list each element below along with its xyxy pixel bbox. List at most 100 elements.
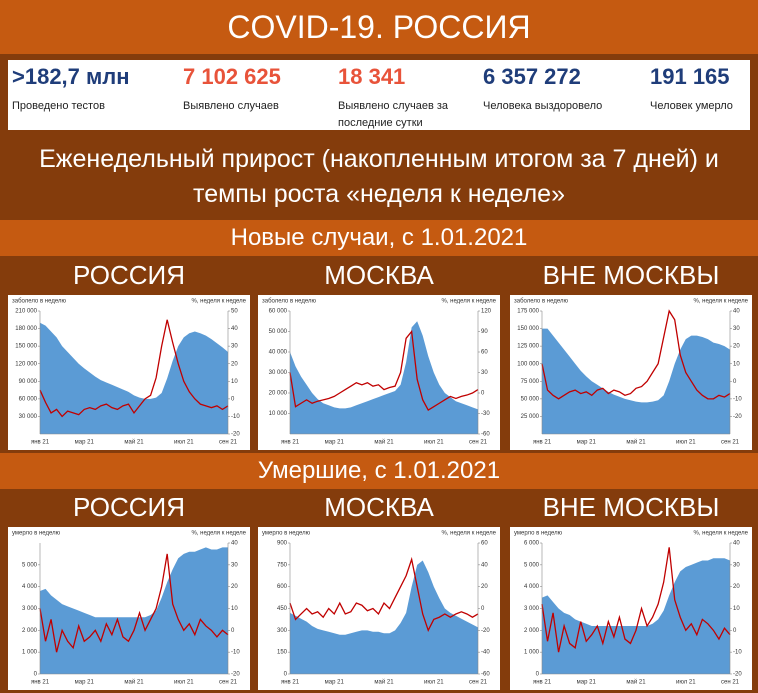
y2-tick-label: 10	[733, 361, 740, 367]
panel-title: ВНЕ МОСКВЫ	[543, 492, 720, 522]
y-tick-label: 4 000	[524, 584, 540, 590]
y2-tick-label: 40	[733, 541, 740, 547]
line	[39, 319, 229, 418]
x-tick-label: сен 21	[219, 440, 238, 446]
x-tick-label: мар 21	[75, 440, 95, 446]
x-tick-label: мар 21	[325, 680, 345, 686]
area	[290, 321, 478, 434]
y-tick-label: 100 000	[517, 361, 539, 367]
x-tick-label: янв 21	[31, 680, 50, 686]
y2-tick-label: 40	[733, 309, 740, 315]
y-tick-label: 125 000	[517, 344, 539, 350]
x-tick-label: май 21	[626, 439, 646, 446]
stat-label: Человека выздоровело	[483, 100, 603, 112]
panel-title: МОСКВА	[324, 492, 434, 522]
y2-tick-label: 90	[481, 329, 488, 335]
y2-tick-label: -20	[231, 672, 240, 678]
x-tick-label: май 21	[374, 679, 394, 686]
y-tick-label: 60 000	[19, 396, 38, 402]
y-tick-label: 0	[34, 672, 38, 678]
y-tick-label: 2 000	[22, 628, 38, 634]
y2-tick-label: 40	[481, 562, 488, 568]
y-tick-label: 5 000	[22, 562, 38, 568]
x-tick-label: мар 21	[75, 680, 95, 686]
y2-tick-label: -60	[481, 672, 490, 678]
y-tick-label: 1 000	[524, 650, 540, 656]
y-tick-label: 175 000	[517, 309, 539, 315]
x-tick-label: май 21	[124, 679, 144, 686]
stat: 7 102 625 Выявлено случаев	[183, 64, 303, 115]
y2-tick-label: 30	[733, 326, 740, 332]
y2-tick-label: 40	[231, 541, 238, 547]
y2-tick-label: 20	[231, 361, 238, 367]
y-tick-label: 4 000	[22, 584, 38, 590]
y2-tick-label: 20	[733, 344, 740, 350]
y2-tick-label: 50	[231, 309, 238, 315]
y2-axis-label: %, неделя к неделе	[191, 299, 246, 305]
y-tick-label: 210 000	[15, 309, 37, 315]
area	[290, 560, 478, 674]
stat-label: Человек умерло	[650, 100, 733, 112]
y-tick-label: 50 000	[269, 329, 288, 335]
x-tick-label: май 21	[626, 679, 646, 686]
y-tick-label: 120 000	[15, 361, 37, 367]
y-tick-label: 5 000	[524, 562, 540, 568]
y2-tick-label: 60	[481, 350, 488, 356]
y-tick-label: 30 000	[269, 370, 288, 376]
x-tick-label: июл 21	[424, 680, 444, 686]
y-tick-label: 60 000	[269, 309, 288, 315]
y2-tick-label: 40	[231, 326, 238, 332]
y-tick-label: 10 000	[269, 411, 288, 417]
y-tick-label: 3 000	[524, 606, 540, 612]
y2-tick-label: -10	[733, 396, 742, 402]
area	[542, 328, 730, 434]
y-tick-label: 0	[284, 672, 288, 678]
y2-tick-label: -60	[481, 432, 490, 438]
line	[541, 309, 731, 400]
y2-tick-label: 0	[481, 391, 485, 397]
page-title: COVID-19. РОССИЯ	[0, 0, 758, 54]
x-tick-label: мар 21	[577, 680, 597, 686]
y-tick-label: 1 000	[22, 650, 38, 656]
y-tick-label: 450	[277, 606, 288, 612]
y2-tick-label: 10	[733, 606, 740, 612]
y2-tick-label: -20	[733, 672, 742, 678]
y-tick-label: 20 000	[269, 391, 288, 397]
y2-tick-label: 120	[481, 309, 492, 315]
y2-tick-label: 30	[481, 370, 488, 376]
y2-tick-label: 0	[733, 628, 737, 634]
stat-label: Выявлено случаев	[183, 100, 279, 112]
y-axis-label: умерло в неделю	[12, 531, 61, 537]
section-title: Новые случаи, с 1.01.2021	[0, 220, 758, 256]
line	[39, 553, 229, 653]
y-tick-label: 90 000	[19, 379, 38, 385]
y2-tick-label: 10	[231, 379, 238, 385]
stat-value: 18 341	[338, 64, 406, 89]
y-tick-label: 25 000	[521, 414, 540, 420]
x-tick-label: сен 21	[219, 680, 238, 686]
y2-tick-label: 30	[231, 344, 238, 350]
y-tick-label: 75 000	[521, 379, 540, 385]
y-tick-label: 300	[277, 628, 288, 634]
stat-value: 7 102 625	[183, 64, 281, 89]
y2-tick-label: -40	[481, 650, 490, 656]
stat-value: 6 357 272	[483, 64, 581, 89]
x-tick-label: июл 21	[174, 680, 194, 686]
x-tick-label: мар 21	[577, 440, 597, 446]
y2-tick-label: 0	[231, 396, 235, 402]
x-tick-label: сен 21	[469, 680, 488, 686]
y-tick-label: 600	[277, 584, 288, 590]
x-tick-label: сен 21	[721, 680, 740, 686]
area	[542, 558, 730, 674]
subtitle: Еженедельный прирост (накопленным итогом…	[39, 145, 719, 208]
stat: 191 165 Человек умерло	[650, 64, 758, 115]
y2-tick-label: -10	[733, 650, 742, 656]
y-tick-label: 40 000	[269, 350, 288, 356]
y2-tick-label: 20	[481, 584, 488, 590]
x-tick-label: янв 21	[31, 440, 50, 446]
y2-axis-label: %, неделя к неделе	[441, 299, 496, 305]
y2-tick-label: -20	[733, 414, 742, 420]
y2-tick-label: -30	[481, 411, 490, 417]
panel-title: МОСКВА	[324, 260, 434, 290]
